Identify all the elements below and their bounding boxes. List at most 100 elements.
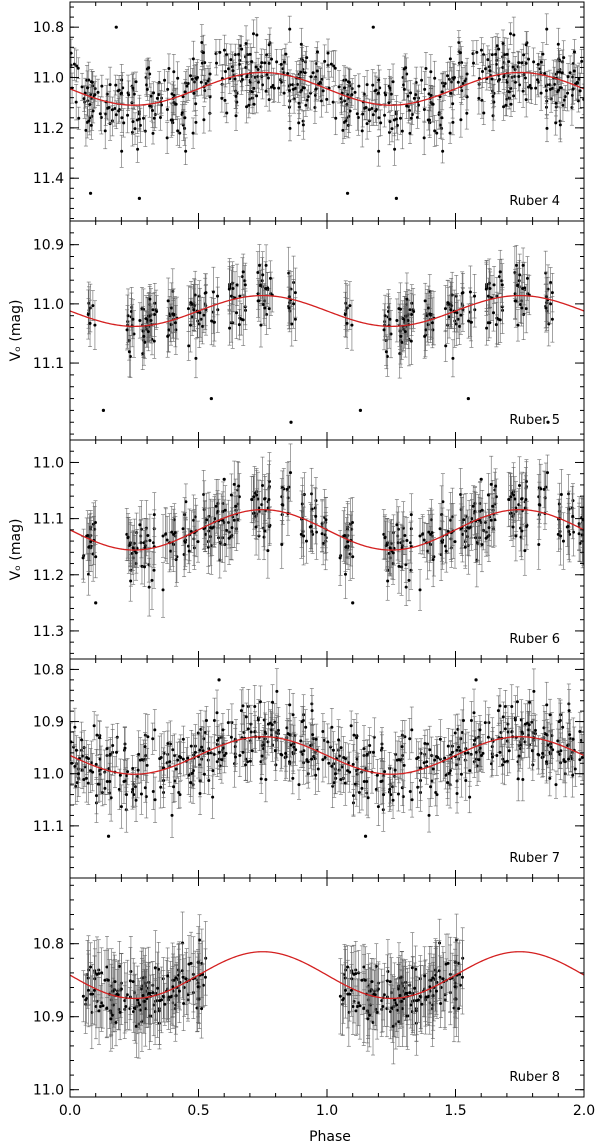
data-point (517, 61, 521, 65)
data-point (142, 116, 146, 120)
data-point (524, 43, 528, 47)
data-point (331, 100, 335, 104)
data-point (169, 323, 173, 327)
data-point (93, 521, 97, 525)
data-point (408, 131, 412, 135)
data-point (85, 78, 89, 82)
data-point (129, 579, 133, 583)
data-point (150, 108, 154, 112)
data-point (171, 118, 175, 122)
data-point (543, 71, 547, 75)
data-point (487, 65, 491, 69)
data-point (448, 302, 452, 306)
data-point (176, 129, 180, 133)
data-point (113, 106, 117, 110)
data-point (495, 316, 499, 320)
panel-ruber-5: 10.9 11.0 11.1 Ruber 5 Vₒ (mag) (8, 220, 585, 441)
y-tick-label: 10.9 (33, 238, 64, 254)
data-point (128, 543, 132, 547)
data-point (507, 90, 511, 94)
data-point (91, 109, 95, 113)
data-point (509, 102, 513, 106)
data-point (451, 356, 455, 360)
data-point (367, 108, 371, 112)
y-tick-label: 11.0 (33, 71, 64, 87)
data-point (240, 47, 244, 51)
data-point (500, 283, 504, 287)
data-point (431, 328, 435, 332)
data-point (209, 526, 213, 530)
data-point (387, 101, 391, 105)
data-point (89, 123, 93, 127)
data-point (200, 41, 204, 45)
data-point (384, 93, 388, 97)
data-point (127, 93, 131, 97)
data-point (475, 50, 479, 54)
data-point (497, 47, 501, 51)
data-point (255, 493, 259, 497)
data-point (314, 87, 318, 91)
data-point (231, 286, 235, 290)
data-point (280, 503, 284, 507)
data-point (521, 286, 525, 290)
data-point (515, 284, 519, 288)
data-point (395, 318, 399, 322)
data-point (155, 310, 159, 314)
data-point (566, 75, 570, 79)
data-point (409, 339, 413, 343)
data-point (127, 350, 131, 354)
data-point (505, 52, 509, 56)
y-axis-title: Vₒ (mag) (8, 300, 24, 362)
data-point (520, 306, 524, 310)
data-point (400, 129, 404, 133)
data-point (550, 291, 554, 295)
data-points (70, 13, 584, 200)
data-point (353, 90, 357, 94)
data-point (126, 536, 130, 540)
data-point (301, 86, 305, 90)
data-point (114, 83, 118, 87)
data-point (196, 540, 200, 544)
data-point (329, 62, 333, 66)
data-point (292, 302, 296, 306)
data-point (265, 73, 269, 77)
data-point (526, 57, 530, 61)
data-point (526, 85, 530, 89)
data-point (491, 94, 495, 98)
data-point (146, 533, 150, 537)
data-point (433, 76, 437, 80)
data-point (171, 312, 175, 316)
data-point (428, 312, 432, 316)
data-point (293, 317, 297, 321)
data-point (394, 196, 398, 200)
data-point (237, 323, 241, 327)
data-point (256, 80, 260, 84)
data-point (131, 317, 135, 321)
data-point (360, 129, 364, 133)
data-point (227, 287, 231, 291)
data-point (211, 290, 215, 294)
data-point (252, 495, 256, 499)
data-point (192, 308, 196, 312)
data-point (137, 196, 141, 200)
data-point (317, 82, 321, 86)
data-point (100, 84, 104, 88)
data-point (252, 86, 256, 90)
data-point (147, 314, 151, 318)
data-point (447, 77, 451, 81)
data-point (250, 60, 254, 64)
data-point (122, 121, 126, 125)
data-point (324, 518, 328, 522)
data-point (213, 517, 217, 521)
data-point (125, 328, 129, 332)
data-point (452, 76, 456, 80)
data-point (174, 558, 178, 562)
data-point (536, 62, 540, 66)
data-point (194, 120, 198, 124)
data-point (371, 113, 375, 117)
data-point (446, 301, 450, 305)
data-point (465, 72, 469, 76)
data-point (264, 263, 268, 267)
data-point (139, 527, 143, 531)
data-point (409, 91, 413, 95)
